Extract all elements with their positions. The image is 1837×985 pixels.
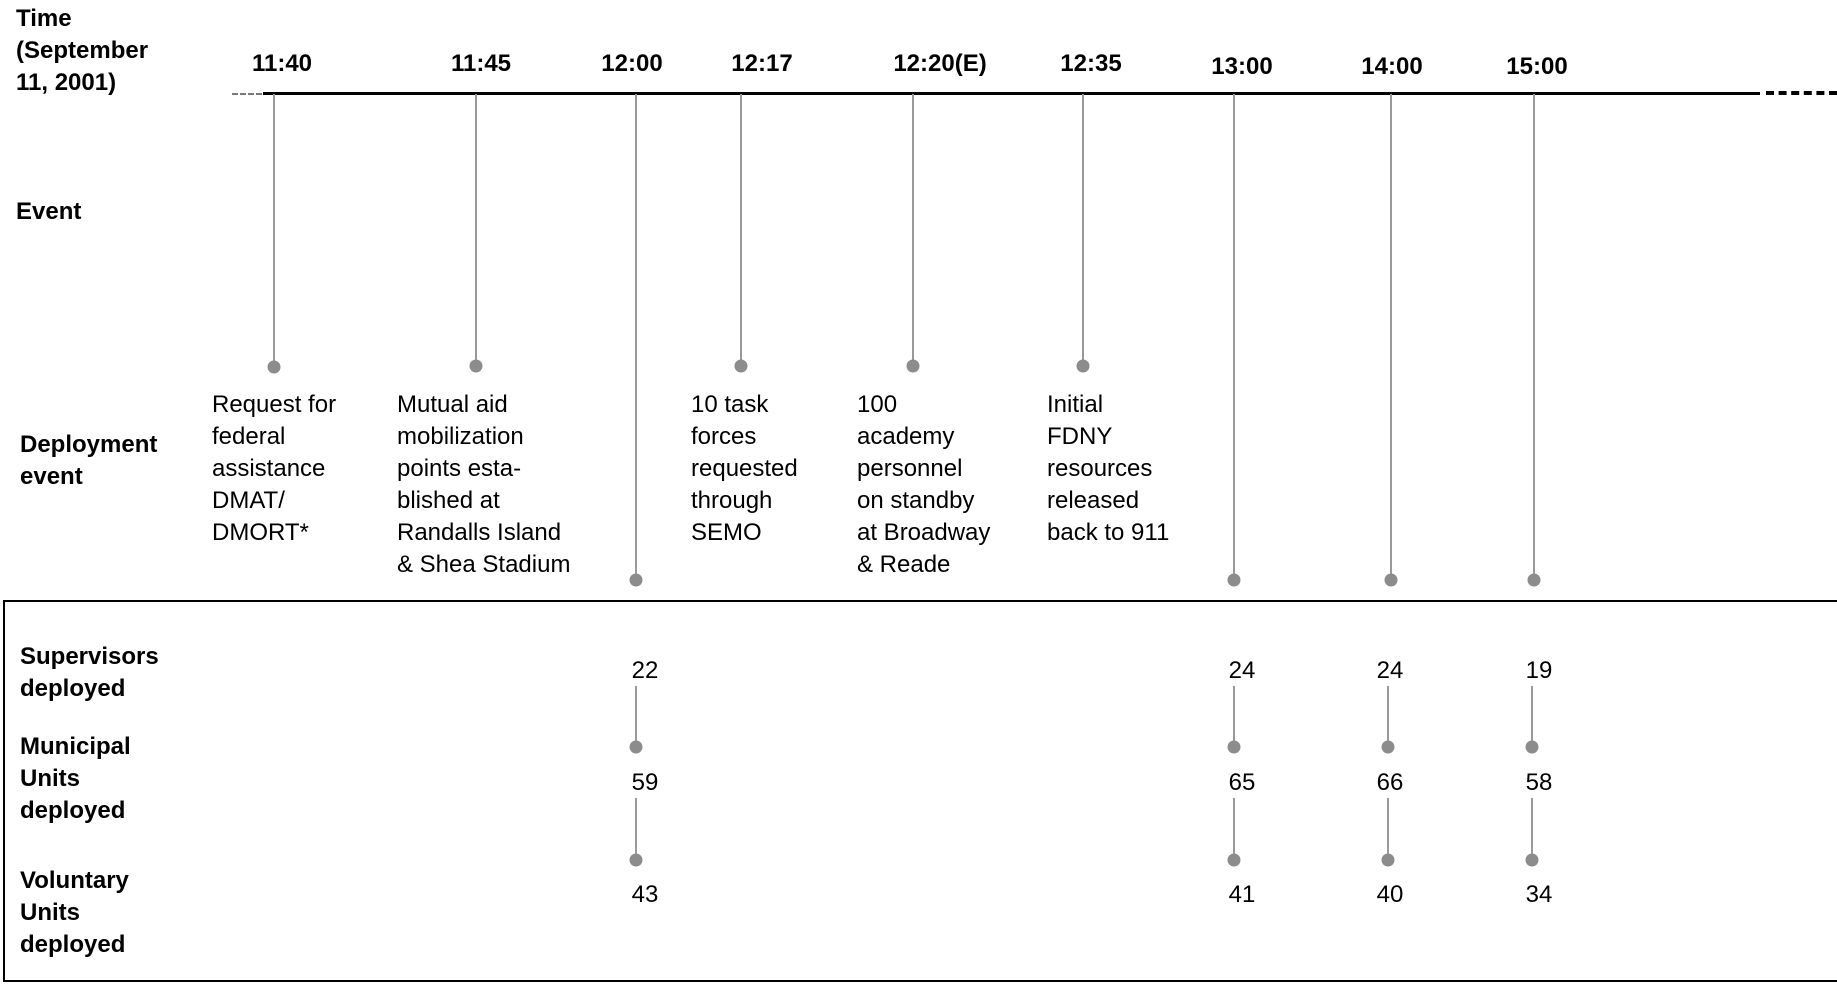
voluntary-count: 43 <box>632 881 659 909</box>
tick-label: 13:00 <box>1211 53 1272 81</box>
deployment-event-row-label: Deployment event <box>20 429 157 493</box>
deployment-connector <box>1533 94 1535 580</box>
tick-label: 11:40 <box>252 50 312 78</box>
event-row-label: Event <box>16 196 81 228</box>
tick-label: 14:00 <box>1361 53 1422 81</box>
count-dot <box>630 741 643 754</box>
tick-label: 12:20(E) <box>893 50 986 78</box>
event-description: 100 academy personnel on standby at Broa… <box>857 389 990 581</box>
event-description: Mutual aid mobilization points esta- bli… <box>397 389 570 581</box>
count-dot <box>630 854 643 867</box>
deployment-connector <box>1390 94 1392 580</box>
event-dot <box>1077 360 1090 373</box>
event-connector <box>912 94 914 366</box>
count-connector <box>1233 686 1235 746</box>
municipal-count: 66 <box>1377 769 1404 797</box>
deployment-dot <box>1385 574 1398 587</box>
voluntary-count: 41 <box>1229 881 1256 909</box>
tick-label: 12:00 <box>601 50 662 78</box>
deployment-table-box <box>3 600 1837 982</box>
axis-dashed-start <box>232 93 262 95</box>
count-connector <box>1531 686 1533 746</box>
supervisors-count: 24 <box>1377 657 1404 685</box>
voluntary-count: 40 <box>1377 881 1404 909</box>
count-connector <box>635 686 637 746</box>
supervisors-count: 19 <box>1526 657 1553 685</box>
voluntary-count: 34 <box>1526 881 1553 909</box>
time-axis <box>263 92 1760 95</box>
municipal-count: 59 <box>632 769 659 797</box>
count-dot <box>1382 854 1395 867</box>
event-description: 10 task forces requested through SEMO <box>691 389 798 549</box>
count-dot <box>1526 741 1539 754</box>
municipal-row-label: Municipal Units deployed <box>20 731 131 827</box>
count-connector <box>635 798 637 858</box>
municipal-count: 65 <box>1229 769 1256 797</box>
count-dot <box>1526 854 1539 867</box>
axis-dashed-end <box>1766 91 1837 95</box>
tick-label: 12:17 <box>731 50 792 78</box>
event-connector <box>273 94 275 367</box>
supervisors-row-label: Supervisors deployed <box>20 641 159 705</box>
event-dot <box>268 361 281 374</box>
time-row-label: Time (September 11, 2001) <box>16 3 148 99</box>
count-connector <box>1387 798 1389 858</box>
event-description: Initial FDNY resources released back to … <box>1047 389 1169 549</box>
event-dot <box>735 360 748 373</box>
count-connector <box>1531 798 1533 858</box>
count-connector <box>1233 798 1235 858</box>
event-description: Request for federal assistance DMAT/ DMO… <box>212 389 336 549</box>
count-dot <box>1228 741 1241 754</box>
deployment-dot <box>630 574 643 587</box>
deployment-connector <box>1233 94 1235 580</box>
supervisors-count: 24 <box>1229 657 1256 685</box>
tick-label: 11:45 <box>451 50 511 78</box>
tick-label: 15:00 <box>1506 53 1567 81</box>
tick-label: 12:35 <box>1060 50 1121 78</box>
count-dot <box>1382 741 1395 754</box>
event-connector <box>740 94 742 366</box>
deployment-connector <box>635 94 637 580</box>
event-dot <box>907 360 920 373</box>
event-dot <box>470 360 483 373</box>
deployment-dot <box>1228 574 1241 587</box>
voluntary-row-label: Voluntary Units deployed <box>20 865 129 961</box>
event-connector <box>475 94 477 366</box>
count-connector <box>1387 686 1389 746</box>
supervisors-count: 22 <box>632 657 659 685</box>
count-dot <box>1228 854 1241 867</box>
event-connector <box>1082 94 1084 366</box>
municipal-count: 58 <box>1526 769 1553 797</box>
deployment-dot <box>1528 574 1541 587</box>
